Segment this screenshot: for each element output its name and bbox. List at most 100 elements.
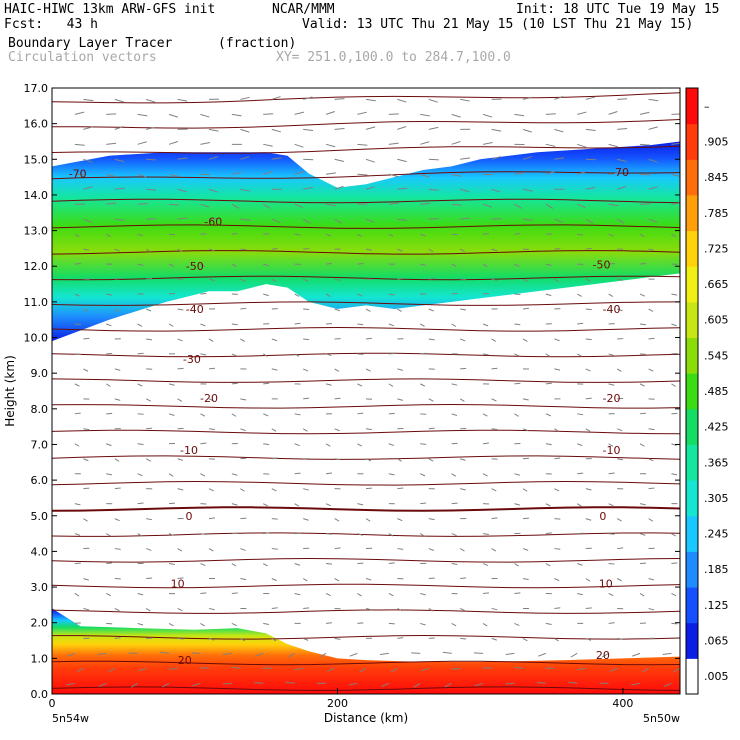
vector-arrow [271, 278, 277, 283]
vector-arrow [554, 428, 559, 432]
vector-arrow [365, 218, 375, 223]
vector-arrow [608, 111, 618, 115]
vector-arrow [514, 323, 521, 326]
vector-arrow [577, 472, 584, 475]
vector-arrow [146, 98, 156, 103]
vector-arrow [114, 308, 120, 312]
y-tick-label: 17.0 [24, 82, 49, 95]
vector-arrow [208, 488, 214, 492]
vector-arrow [428, 427, 435, 430]
vector-arrow [231, 323, 238, 326]
vector-arrow [137, 502, 144, 505]
vector-arrow [585, 247, 592, 250]
vector-arrow [263, 263, 269, 267]
vector-arrow [208, 218, 219, 220]
isotherm-label: -30 [183, 353, 201, 366]
vector-arrow [137, 263, 144, 266]
vector-arrow [388, 473, 395, 476]
vector-arrow [545, 113, 556, 115]
y-tick-label: 5.0 [31, 510, 49, 523]
vector-arrow [451, 292, 458, 295]
vector-arrow [177, 398, 183, 402]
vector-arrow [114, 518, 120, 522]
vector-arrow [177, 458, 184, 461]
vector-arrow [648, 518, 654, 522]
vector-arrow [459, 607, 466, 612]
vector-arrow [554, 488, 560, 492]
vector-arrow [263, 622, 270, 626]
vector-arrow [271, 157, 282, 160]
vector-arrow [554, 457, 561, 460]
vector-arrow [74, 593, 80, 597]
vector-arrow [428, 98, 438, 103]
vector-arrow [106, 443, 112, 447]
vector-arrow [231, 353, 237, 357]
vector-arrow [460, 577, 467, 580]
vector-arrow [608, 353, 615, 357]
vector-arrow [420, 667, 429, 672]
vector-arrow [303, 96, 313, 100]
vector-arrow [240, 188, 250, 192]
vector-arrow [459, 548, 465, 552]
vector-arrow [145, 398, 151, 402]
vector-arrow [491, 156, 501, 160]
vector-arrow [83, 428, 90, 431]
vector-arrow [334, 397, 341, 400]
vector-arrow [114, 158, 125, 163]
vector-arrow [365, 126, 376, 130]
vector-arrow [334, 428, 340, 432]
vector-arrow [545, 443, 552, 446]
vector-arrow [639, 443, 645, 447]
axes: 0.0 1.0 2.0 3.0 4.0 5.0 6.0 7.0 8.0 9.0 10.0 11.0 12… [3, 82, 680, 725]
vector-arrow [679, 368, 680, 370]
vector-arrow [608, 143, 618, 148]
vector-arrow [325, 563, 333, 565]
vector-arrow [83, 248, 90, 251]
vector-arrow [585, 128, 596, 131]
vector-arrow [648, 578, 655, 581]
isotherm-labels: -70 -70 -60 -50 -50 -40 -40 -30 -20 -20 -10 -10 0 0 10… [69, 166, 629, 667]
vector-arrow [83, 458, 89, 462]
vector-arrow [522, 548, 529, 551]
vector-arrow [348, 682, 358, 686]
vector-arrow [482, 667, 492, 669]
vector-arrow [420, 352, 427, 355]
vector-arrow [271, 128, 281, 133]
vector-arrow [451, 473, 457, 477]
vector-arrow [585, 368, 591, 372]
vector-arrow [114, 398, 121, 401]
vector-arrow [231, 473, 238, 476]
vector-arrow [648, 458, 654, 462]
vector-arrow [420, 383, 426, 387]
vector-arrow [146, 188, 157, 191]
vector-arrow [514, 592, 521, 594]
vector-arrow [585, 278, 591, 282]
vector-arrow [177, 548, 183, 552]
vector-arrow [568, 681, 578, 684]
vector-arrow [325, 143, 336, 148]
colorbar-label: .485 [704, 385, 729, 398]
vector-arrow [271, 338, 278, 342]
vector-arrow [482, 533, 489, 535]
vector-arrow [263, 382, 270, 385]
vector-arrow [177, 217, 188, 220]
vector-arrow [200, 667, 210, 669]
vector-arrow [428, 126, 439, 130]
vector-arrow [491, 458, 498, 460]
vector-arrow [74, 143, 85, 146]
colorbar-label: .125 [704, 599, 729, 612]
vector-arrow [388, 142, 399, 145]
vector-arrow [200, 533, 207, 535]
vector-arrow [397, 398, 403, 401]
vector-arrow [263, 413, 269, 417]
vector-arrow [639, 233, 645, 238]
vector-arrow [428, 577, 435, 580]
vector-arrow [648, 368, 654, 372]
vector-arrow [679, 249, 680, 250]
vector-arrow [325, 383, 332, 386]
vector-arrow [357, 383, 363, 387]
vector-arrow [168, 203, 179, 206]
vector-arrow [554, 157, 565, 160]
vector-arrow [303, 338, 310, 341]
vector-arrow [460, 367, 467, 370]
